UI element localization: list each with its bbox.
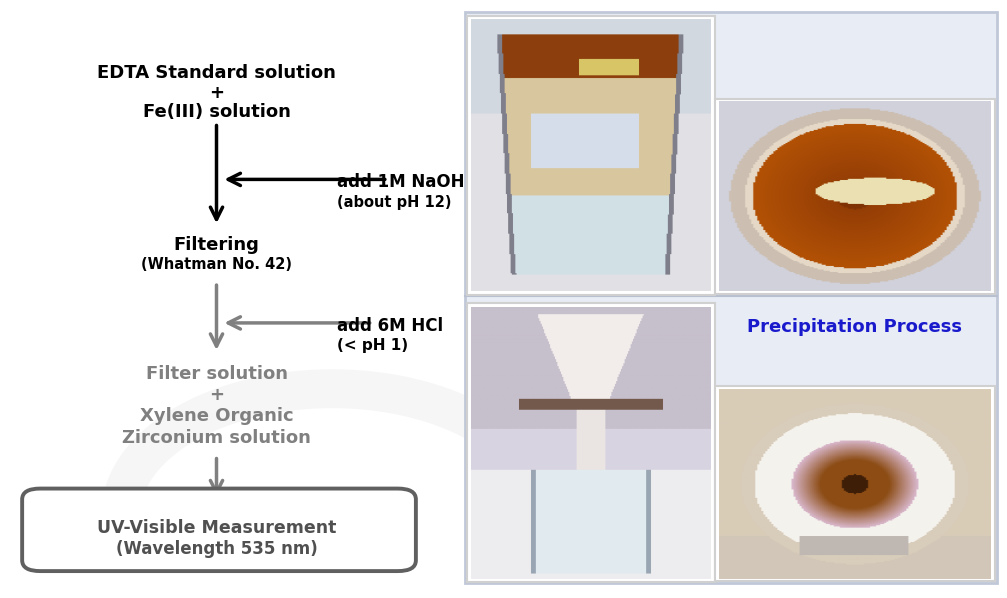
Text: EDTA Standard solution: EDTA Standard solution <box>97 64 336 82</box>
Text: Xylene Organic: Xylene Organic <box>140 407 293 425</box>
FancyBboxPatch shape <box>465 12 997 583</box>
Text: (about pH 12): (about pH 12) <box>337 194 452 210</box>
Text: (Whatman No. 42): (Whatman No. 42) <box>141 257 292 273</box>
Text: add 1M NaOH: add 1M NaOH <box>337 173 465 191</box>
FancyBboxPatch shape <box>467 303 715 582</box>
Text: Filter solution: Filter solution <box>145 365 288 383</box>
Text: +: + <box>209 84 224 102</box>
FancyBboxPatch shape <box>467 16 715 295</box>
Text: +: + <box>209 386 224 404</box>
Text: UV-Visible Measurement: UV-Visible Measurement <box>97 519 336 537</box>
FancyBboxPatch shape <box>22 489 416 571</box>
Text: (< pH 1): (< pH 1) <box>337 338 409 353</box>
Text: Fe(III) solution: Fe(III) solution <box>143 103 290 121</box>
Text: Filtering: Filtering <box>173 236 260 254</box>
FancyBboxPatch shape <box>715 386 995 581</box>
FancyBboxPatch shape <box>715 99 995 294</box>
Text: Precipitation Process: Precipitation Process <box>747 318 963 335</box>
Text: (Wavelength 535 nm): (Wavelength 535 nm) <box>116 540 317 558</box>
Text: Filtering Process: Filtering Process <box>769 550 941 568</box>
Text: add 6M HCl: add 6M HCl <box>337 317 443 335</box>
Text: Zirconium solution: Zirconium solution <box>122 429 311 447</box>
